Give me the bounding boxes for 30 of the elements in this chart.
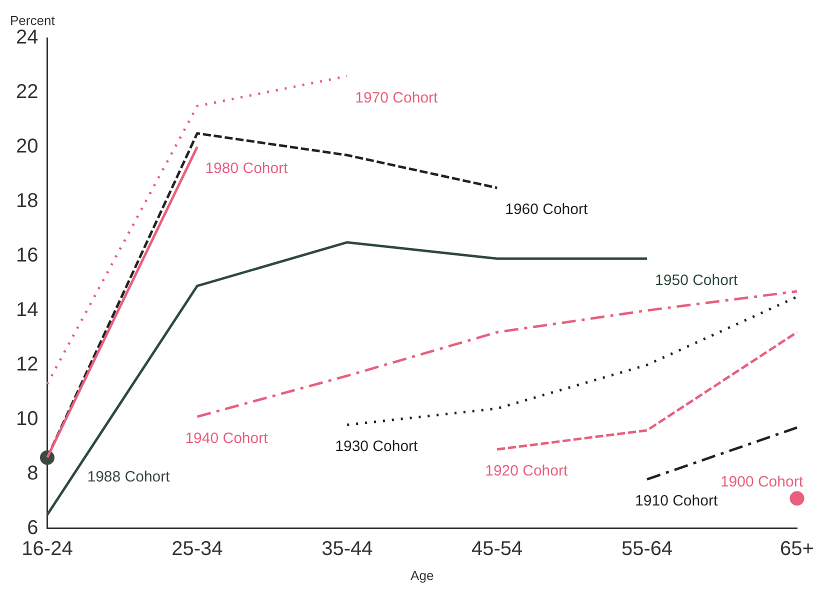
y-tick-label: 20 bbox=[16, 135, 38, 158]
y-tick-label: 6 bbox=[27, 516, 38, 539]
series-label: 1960 Cohort bbox=[505, 200, 588, 218]
y-tick-label: 16 bbox=[16, 244, 38, 266]
x-tick-label: 16-24 bbox=[22, 538, 73, 560]
series-label: 1970 Cohort bbox=[355, 89, 439, 106]
line-series bbox=[346, 296, 798, 426]
y-axis-title: Percent bbox=[10, 13, 56, 28]
x-tick-label: 65+ bbox=[780, 538, 814, 560]
x-tick-label: 55-64 bbox=[621, 538, 673, 560]
x-axis-title: Age bbox=[410, 568, 434, 583]
line-series bbox=[196, 290, 798, 418]
series-label: 1980 Cohort bbox=[205, 160, 289, 178]
y-tick-label: 22 bbox=[16, 81, 38, 104]
x-tick-label: 35-44 bbox=[322, 538, 373, 560]
y-tick-label: 10 bbox=[16, 408, 38, 430]
y-tick-label: 24 bbox=[16, 26, 38, 49]
series-label: 1950 Cohort bbox=[655, 272, 738, 289]
x-tick-label: 45-54 bbox=[472, 538, 523, 560]
series-label: 1940 Cohort bbox=[185, 430, 269, 447]
series-label: 1930 Cohort bbox=[335, 438, 419, 456]
series-label: 1920 Cohort bbox=[485, 462, 568, 480]
text: 1988 Cohort bbox=[87, 468, 171, 486]
y-tick-label: 14 bbox=[16, 298, 38, 321]
y-tick-label: 12 bbox=[16, 353, 38, 376]
y-tick-label: 18 bbox=[16, 190, 38, 212]
y-tick-label: 8 bbox=[27, 462, 38, 484]
series-label: 1900 Cohort bbox=[720, 474, 804, 491]
x-tick-label: 25-34 bbox=[172, 538, 223, 560]
series-label: 1910 Cohort bbox=[635, 492, 718, 510]
